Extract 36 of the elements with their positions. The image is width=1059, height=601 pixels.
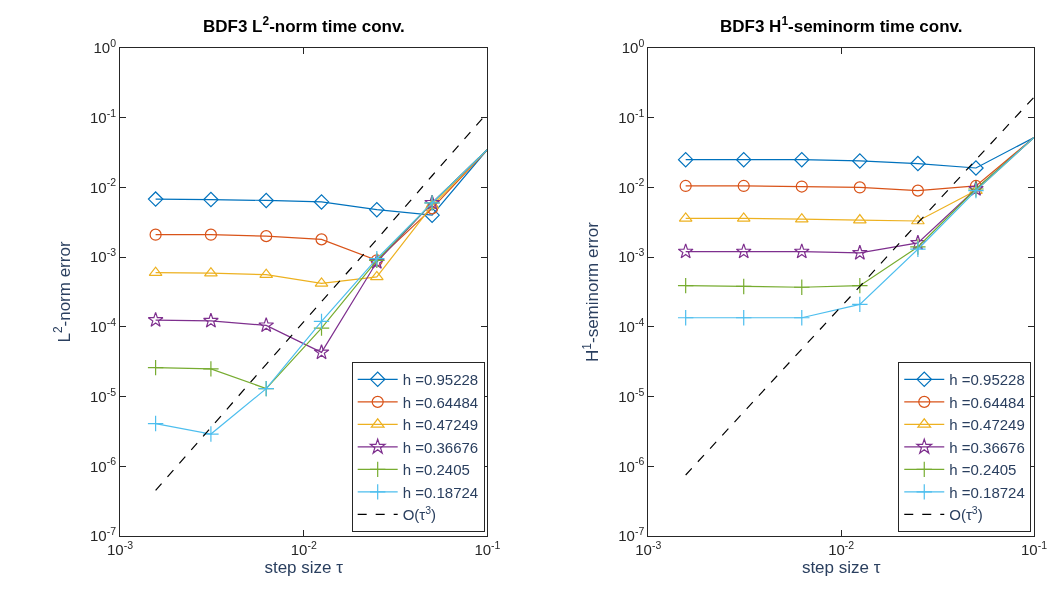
y-tick-label: 10$^{-5}$ (618, 385, 645, 405)
legend-label: h =0.2405 (402, 461, 470, 479)
y-tick-label: 10$^{-6}$ (618, 455, 645, 475)
y-tick-label: 10$^{-4}$ (618, 315, 645, 336)
legend-label: h =0.18724 (402, 483, 479, 501)
y-tick-label: 10$^{0}$ (93, 36, 117, 57)
legend-label: h =0.95228 (402, 371, 479, 389)
chart-title: BDF3 H$^{1}$-seminorm time conv. (720, 14, 963, 37)
y-tick-label: 10$^{0}$ (621, 36, 645, 57)
x-tick-label: 10$^{-2}$ (290, 538, 317, 558)
legend-label: h =0.64484 (949, 393, 1025, 411)
y-tick-label: 10$^{-1}$ (618, 106, 645, 126)
legend-label: h =0.36676 (949, 438, 1025, 456)
chart-title: BDF3 L$^{2}$-norm time conv. (203, 14, 405, 37)
legend-label: O(τ$^{3}$) (949, 503, 983, 524)
y-tick-label: 10$^{-5}$ (89, 385, 117, 405)
y-tick-label: 10$^{-2}$ (89, 176, 117, 196)
legend-label: h =0.36676 (402, 438, 479, 456)
x-axis-title: step size τ (801, 558, 881, 578)
legend-label: h =0.18724 (949, 483, 1025, 501)
legend-label: O(τ$^{3}$) (402, 503, 437, 524)
y-tick-label: 10$^{-1}$ (89, 106, 117, 126)
y-tick-label: 10$^{-2}$ (618, 176, 645, 196)
legend-label: h =0.47249 (402, 416, 479, 434)
x-tick-label: 10$^{-1}$ (1020, 538, 1048, 558)
legend-label: h =0.2405 (949, 461, 1017, 479)
y-tick-label: 10$^{-6}$ (89, 455, 117, 475)
legend-label: h =0.95228 (949, 371, 1025, 389)
legend-label: h =0.64484 (402, 393, 479, 411)
legend-label: h =0.47249 (949, 416, 1025, 434)
y-tick-label: 10$^{-3}$ (89, 246, 117, 266)
x-axis-title: step size τ (264, 558, 344, 578)
x-tick-label: 10$^{-1}$ (474, 538, 501, 558)
y-tick-label: 10$^{-4}$ (89, 315, 117, 336)
x-tick-label: 10$^{-2}$ (828, 538, 855, 558)
y-tick-label: 10$^{-3}$ (618, 246, 645, 266)
